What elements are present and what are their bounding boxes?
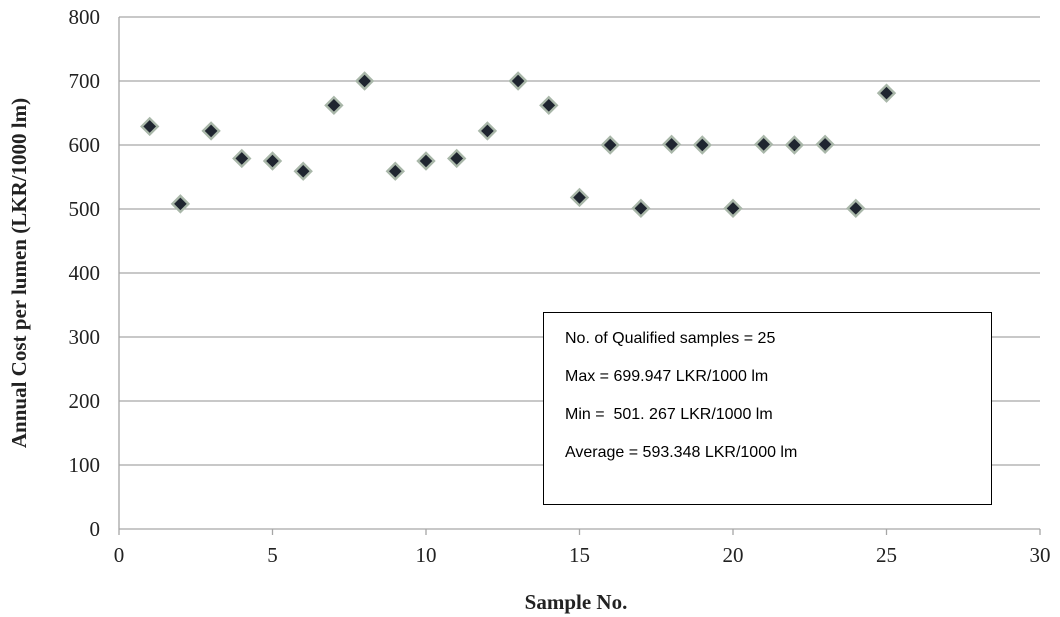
y-tick-label: 100: [69, 453, 101, 477]
x-tick-label: 20: [723, 543, 744, 567]
x-tick-label: 15: [569, 543, 590, 567]
data-point: [140, 116, 160, 137]
x-tick-label: 0: [114, 543, 125, 567]
data-point: [324, 95, 344, 116]
x-tick-label: 5: [267, 543, 278, 567]
data-point: [354, 71, 375, 91]
data-point: [784, 135, 805, 155]
x-tick-label: 10: [416, 543, 437, 567]
data-point: [170, 194, 191, 214]
x-axis-title: Sample No.: [525, 590, 628, 614]
data-point: [723, 198, 743, 219]
data-point: [661, 134, 682, 155]
annotation-sample-count: No. of Qualified samples = 25: [565, 330, 776, 347]
data-points: [140, 71, 897, 219]
y-tick-label: 700: [69, 69, 101, 93]
y-tick-label: 0: [90, 517, 101, 541]
grid: [118, 16, 1040, 530]
data-point: [600, 135, 620, 155]
data-point: [876, 83, 897, 103]
data-point: [569, 187, 590, 208]
y-tick-label: 300: [69, 325, 101, 349]
data-point: [754, 134, 774, 155]
x-tick-label: 30: [1030, 543, 1051, 567]
data-point: [815, 134, 835, 155]
annotation-average: Average = 593.348 LKR/1000 lm: [565, 444, 798, 461]
data-point: [262, 151, 283, 171]
x-axis-ticks: 0 5 10 15 20 25 30: [114, 529, 1051, 567]
annotation-min: Min = 501. 267 LKR/1000 lm: [565, 406, 773, 423]
y-tick-label: 600: [69, 133, 101, 157]
y-axis-ticks: 0 100 200 300 400 500 600 700 800: [69, 5, 101, 541]
y-tick-label: 800: [69, 5, 101, 29]
data-point: [385, 161, 405, 181]
y-axis-title: Annual Cost per lumen (LKR/1000 lm): [7, 98, 31, 448]
data-point: [539, 95, 559, 116]
annotation-max: Max = 699.947 LKR/1000 lm: [565, 368, 769, 385]
y-tick-label: 200: [69, 389, 101, 413]
data-point: [416, 151, 436, 171]
data-point: [846, 198, 866, 219]
stats-annotation-box: No. of Qualified samples = 25 Max = 699.…: [543, 312, 992, 505]
data-point: [477, 121, 498, 141]
data-point: [293, 161, 313, 181]
data-point: [232, 148, 252, 169]
y-tick-label: 400: [69, 261, 101, 285]
data-point: [447, 148, 467, 169]
x-tick-label: 25: [876, 543, 897, 567]
y-tick-label: 500: [69, 197, 101, 221]
data-point: [508, 71, 528, 91]
data-point: [631, 198, 651, 219]
data-point: [201, 121, 221, 141]
data-point: [692, 135, 712, 155]
